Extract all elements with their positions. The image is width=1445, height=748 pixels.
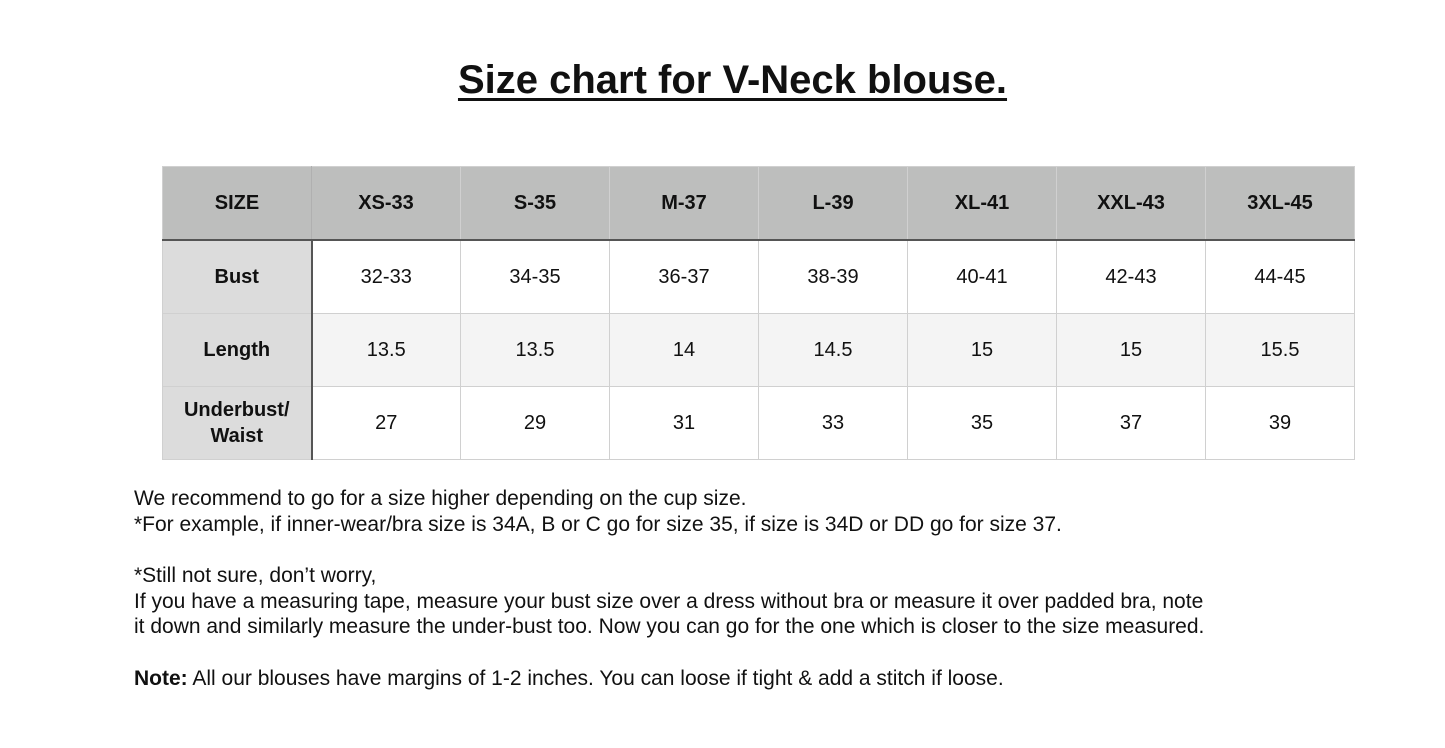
table-cell: 14.5 [758,313,908,387]
table-cell: 29 [460,386,610,460]
table-cell: 38-39 [758,239,908,314]
header-cell: SIZE [162,166,312,241]
size-chart-table: SIZE XS-33 S-35 M-37 L-39 XL-41 XXL-43 3… [162,166,1355,460]
row-label: Bust [162,239,313,314]
table-cell: 34-35 [460,239,610,314]
table-row-bust: Bust 32-33 34-35 36-37 38-39 40-41 42-43… [162,239,1355,314]
table-header-row: SIZE XS-33 S-35 M-37 L-39 XL-41 XXL-43 3… [162,166,1355,241]
notes-section: We recommend to go for a size higher dep… [134,486,1204,691]
table-row-length: Length 13.5 13.5 14 14.5 15 15 15.5 [162,313,1355,387]
table-cell: 14 [609,313,759,387]
table-cell: 31 [609,386,759,460]
header-cell: S-35 [460,166,610,241]
header-cell: 3XL-45 [1205,166,1355,241]
page-title: Size chart for V-Neck blouse. [457,58,1008,102]
table-cell: 44-45 [1205,239,1355,314]
table-cell: 33 [758,386,908,460]
table-cell: 13.5 [311,313,461,387]
still-not-sure-text: *Still not sure, don’t worry, [134,564,377,587]
row-label-line: Waist [210,425,264,447]
table-cell: 15.5 [1205,313,1355,387]
header-cell: XXL-43 [1056,166,1206,241]
table-cell: 35 [907,386,1057,460]
row-label-line: Underbust/ [183,399,290,421]
header-cell: XL-41 [907,166,1057,241]
table-cell: 15 [907,313,1057,387]
table-cell: 15 [1056,313,1206,387]
measure-text-line2: it down and similarly measure the under-… [134,615,1205,638]
measure-text-line1: If you have a measuring tape, measure yo… [134,589,1204,613]
table-cell: 27 [311,386,461,460]
header-cell: XS-33 [311,166,461,241]
table-cell: 36-37 [609,239,759,314]
note-text: All our blouses have margins of 1-2 inch… [187,666,1004,690]
row-label: Length [162,313,313,387]
table-cell: 40-41 [907,239,1057,314]
table-row-underbust-waist: Underbust/Waist 27 29 31 33 35 37 39 [162,386,1355,460]
table-cell: 37 [1056,386,1206,460]
note-paragraph: Note: All our blouses have margins of 1-… [134,666,1204,692]
header-cell: L-39 [758,166,908,241]
note-label: Note: [134,666,188,690]
table-cell: 32-33 [311,239,461,314]
table-cell: 42-43 [1056,239,1206,314]
header-cell: M-37 [609,166,759,241]
table-cell: 13.5 [460,313,610,387]
table-cell: 39 [1205,386,1355,460]
recommend-text: We recommend to go for a size higher dep… [134,487,747,510]
example-text: *For example, if inner-wear/bra size is … [134,512,1062,536]
row-label: Underbust/Waist [162,386,313,460]
